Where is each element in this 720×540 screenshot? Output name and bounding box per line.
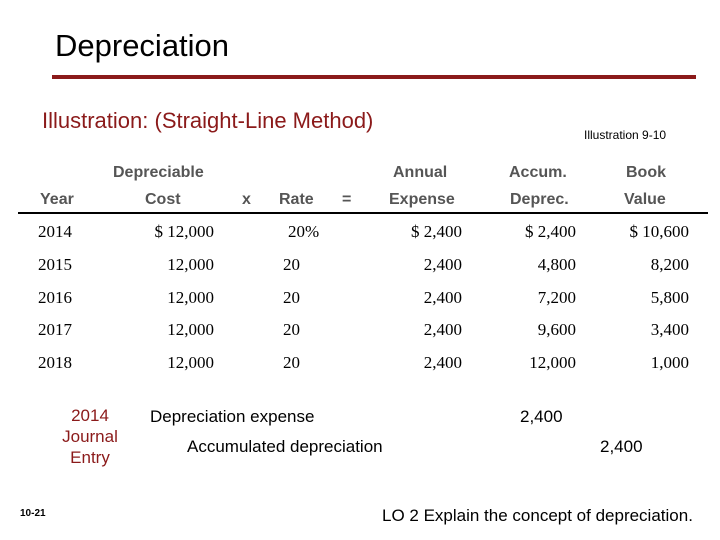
cell-accum: 4,800 <box>537 255 576 274</box>
cell-cost: 12,000 <box>167 320 214 339</box>
cell-year: 2018 <box>38 353 72 372</box>
header-times: x <box>242 191 251 208</box>
journal-label-year: 2014 <box>71 406 109 425</box>
cell-book: 1,000 <box>650 353 689 372</box>
cell-rate: 20 <box>283 255 300 274</box>
header-book: Value <box>624 191 666 208</box>
journal-credit-amount: 2,400 <box>600 437 643 456</box>
cell-accum: 7,200 <box>537 288 576 307</box>
cell-book: 3,400 <box>650 320 689 339</box>
cell-expense: 2,400 <box>423 288 462 307</box>
header-cost-top: Depreciable <box>113 164 204 181</box>
journal-entry-label: 2014 Journal Entry <box>40 405 140 468</box>
header-rule <box>18 212 708 214</box>
cell-expense: 2,400 <box>423 255 462 274</box>
cell-book: $ 10,600 <box>629 222 690 241</box>
cell-accum: $ 2,400 <box>525 222 576 241</box>
cell-cost: 12,000 <box>167 255 214 274</box>
cell-year: 2014 <box>38 222 72 241</box>
cell-rate: 20 <box>283 320 300 339</box>
page-title: Depreciation <box>55 28 230 63</box>
header-rate: Rate <box>279 191 314 208</box>
header-accum-top: Accum. <box>509 164 567 181</box>
cell-accum: 9,600 <box>537 320 576 339</box>
cell-expense: $ 2,400 <box>411 222 462 241</box>
cell-rate: 20 <box>283 288 300 307</box>
header-cost: Cost <box>145 191 181 208</box>
journal-credit-account: Accumulated depreciation <box>187 437 383 456</box>
cell-cost: $ 12,000 <box>154 222 215 241</box>
header-equals: = <box>342 191 352 208</box>
cell-expense: 2,400 <box>423 320 462 339</box>
journal-label-journal: Journal <box>62 427 118 446</box>
header-accum: Deprec. <box>510 191 569 208</box>
header-year: Year <box>40 191 74 208</box>
cell-book: 8,200 <box>650 255 689 274</box>
page-number: 10-21 <box>20 508 46 519</box>
cell-cost: 12,000 <box>167 353 214 372</box>
cell-expense: 2,400 <box>423 353 462 372</box>
journal-label-entry: Entry <box>70 448 110 467</box>
header-expense-top: Annual <box>393 164 448 181</box>
header-book-top: Book <box>626 164 666 181</box>
cell-rate: 20 <box>283 353 300 372</box>
journal-debit-account: Depreciation expense <box>150 407 315 426</box>
illustration-label: Illustration: (Straight-Line Method) <box>42 108 374 133</box>
journal-debit-amount: 2,400 <box>520 407 563 426</box>
cell-cost: 12,000 <box>167 288 214 307</box>
header-expense: Expense <box>389 191 455 208</box>
illustration-reference: Illustration 9-10 <box>584 128 667 142</box>
cell-book: 5,800 <box>650 288 689 307</box>
cell-year: 2015 <box>38 255 72 274</box>
cell-accum: 12,000 <box>529 353 576 372</box>
learning-objective: LO 2 Explain the concept of depreciation… <box>382 506 693 525</box>
title-underline <box>52 75 696 79</box>
cell-year: 2017 <box>38 320 72 339</box>
cell-year: 2016 <box>38 288 72 307</box>
cell-rate: 20% <box>288 222 320 241</box>
